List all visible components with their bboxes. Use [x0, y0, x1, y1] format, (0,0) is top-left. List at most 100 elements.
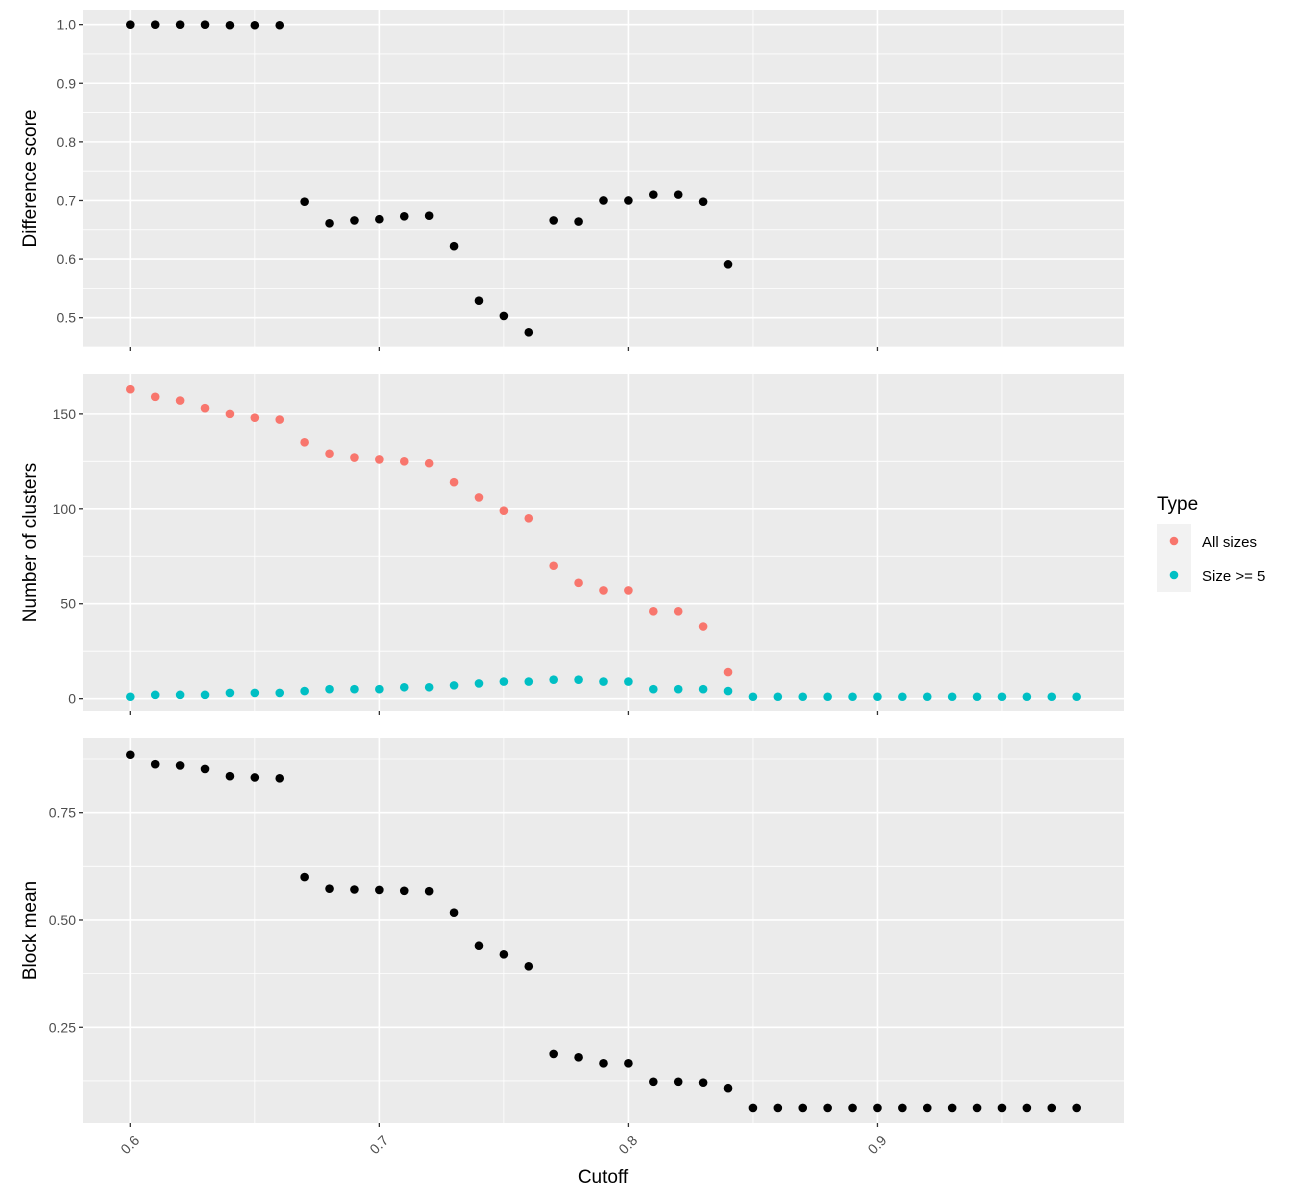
data-point [848, 692, 857, 702]
data-point [150, 690, 160, 700]
data-point [126, 750, 135, 760]
data-point [350, 216, 359, 225]
data-point [499, 950, 509, 959]
legend-key-all-sizes [1169, 536, 1179, 546]
data-point [723, 667, 733, 677]
data-point [375, 455, 384, 464]
data-point [972, 1103, 982, 1113]
data-point [997, 692, 1007, 702]
data-point [574, 1053, 583, 1062]
data-point [300, 872, 309, 882]
data-point [399, 457, 409, 466]
data-point [922, 1103, 932, 1113]
data-point [599, 586, 608, 595]
data-point [126, 20, 135, 29]
legend: Type All sizes Size >= 5 [1157, 494, 1265, 592]
y-tick-label: 0.25 [49, 1019, 76, 1035]
data-point [798, 1103, 808, 1113]
data-point [599, 1059, 608, 1068]
data-point [1022, 1103, 1032, 1113]
data-point [723, 686, 733, 696]
y-tick-label: 150 [53, 406, 77, 422]
data-point [275, 20, 285, 30]
data-point [972, 692, 982, 702]
data-point [748, 1103, 758, 1113]
legend-label-size-ge-5: Size >= 5 [1202, 568, 1265, 585]
data-point [424, 458, 434, 468]
data-point [898, 692, 907, 702]
data-point [549, 561, 558, 571]
data-point [499, 677, 509, 686]
data-point [126, 384, 135, 394]
panel-background [83, 374, 1124, 711]
y-tick-label: 0.50 [49, 912, 76, 928]
y-tick-label: 0 [68, 691, 76, 707]
data-point [947, 1103, 957, 1113]
data-point [1047, 1103, 1057, 1113]
data-point [549, 675, 558, 684]
data-point [375, 214, 384, 224]
data-point [424, 211, 434, 221]
series-1 [126, 20, 733, 337]
data-point [673, 190, 683, 199]
data-point [574, 578, 583, 588]
y-tick-label: 0.8 [57, 134, 77, 150]
legend-key-size-ge-5 [1169, 570, 1179, 580]
data-point [649, 684, 658, 694]
data-point [449, 241, 459, 251]
data-point [673, 684, 683, 694]
data-point [524, 962, 534, 971]
data-point [649, 190, 658, 199]
panel-3: 0.25 0.50 0.75 0.6 0.7 0.8 0.9 Block mean [20, 738, 1124, 1157]
data-point [350, 684, 359, 694]
data-point [150, 392, 160, 402]
data-point [549, 216, 558, 225]
data-point [250, 413, 260, 422]
data-point [399, 682, 409, 692]
panel-background [83, 10, 1124, 347]
data-point [200, 20, 210, 29]
data-point [773, 1103, 783, 1113]
panels: 0.5 0.6 0.7 0.8 0.9 1.0 Difference score 0 50 100… [20, 10, 1124, 1157]
data-point [449, 908, 459, 917]
data-point [200, 764, 210, 774]
data-point [275, 688, 285, 698]
data-point [599, 196, 608, 205]
data-point [898, 1103, 907, 1113]
data-point [325, 449, 334, 459]
data-point [250, 20, 260, 30]
data-point [474, 941, 484, 951]
data-point [698, 684, 708, 694]
data-point [300, 438, 309, 447]
data-point [524, 677, 534, 686]
data-point [474, 679, 484, 688]
series-1 [126, 750, 1081, 1113]
data-point [748, 692, 758, 702]
data-point [350, 453, 359, 462]
data-point [225, 409, 235, 419]
y-tick-label: 1.0 [57, 17, 77, 33]
data-point [823, 1103, 832, 1113]
data-point [698, 1078, 708, 1087]
legend-title: Type [1157, 494, 1198, 515]
data-point [474, 493, 484, 502]
data-point [524, 513, 534, 523]
data-point [1072, 692, 1081, 702]
data-point [673, 607, 683, 616]
data-point [1072, 1103, 1081, 1113]
y-tick-label: 0.75 [49, 805, 76, 821]
data-point [698, 197, 708, 206]
data-point [449, 681, 459, 690]
data-point [350, 885, 359, 894]
data-point [200, 403, 210, 413]
data-point [225, 771, 235, 781]
x-tick-label: 0.9 [864, 1132, 889, 1157]
data-point [424, 682, 434, 692]
legend-item-all-sizes: All sizes [1157, 524, 1257, 558]
y-axis-title: Number of clusters [20, 463, 41, 622]
x-axis-title: Cutoff [578, 1167, 629, 1188]
data-point [1047, 692, 1057, 702]
data-point [300, 197, 309, 206]
data-point [848, 1103, 857, 1113]
data-point [624, 586, 633, 595]
